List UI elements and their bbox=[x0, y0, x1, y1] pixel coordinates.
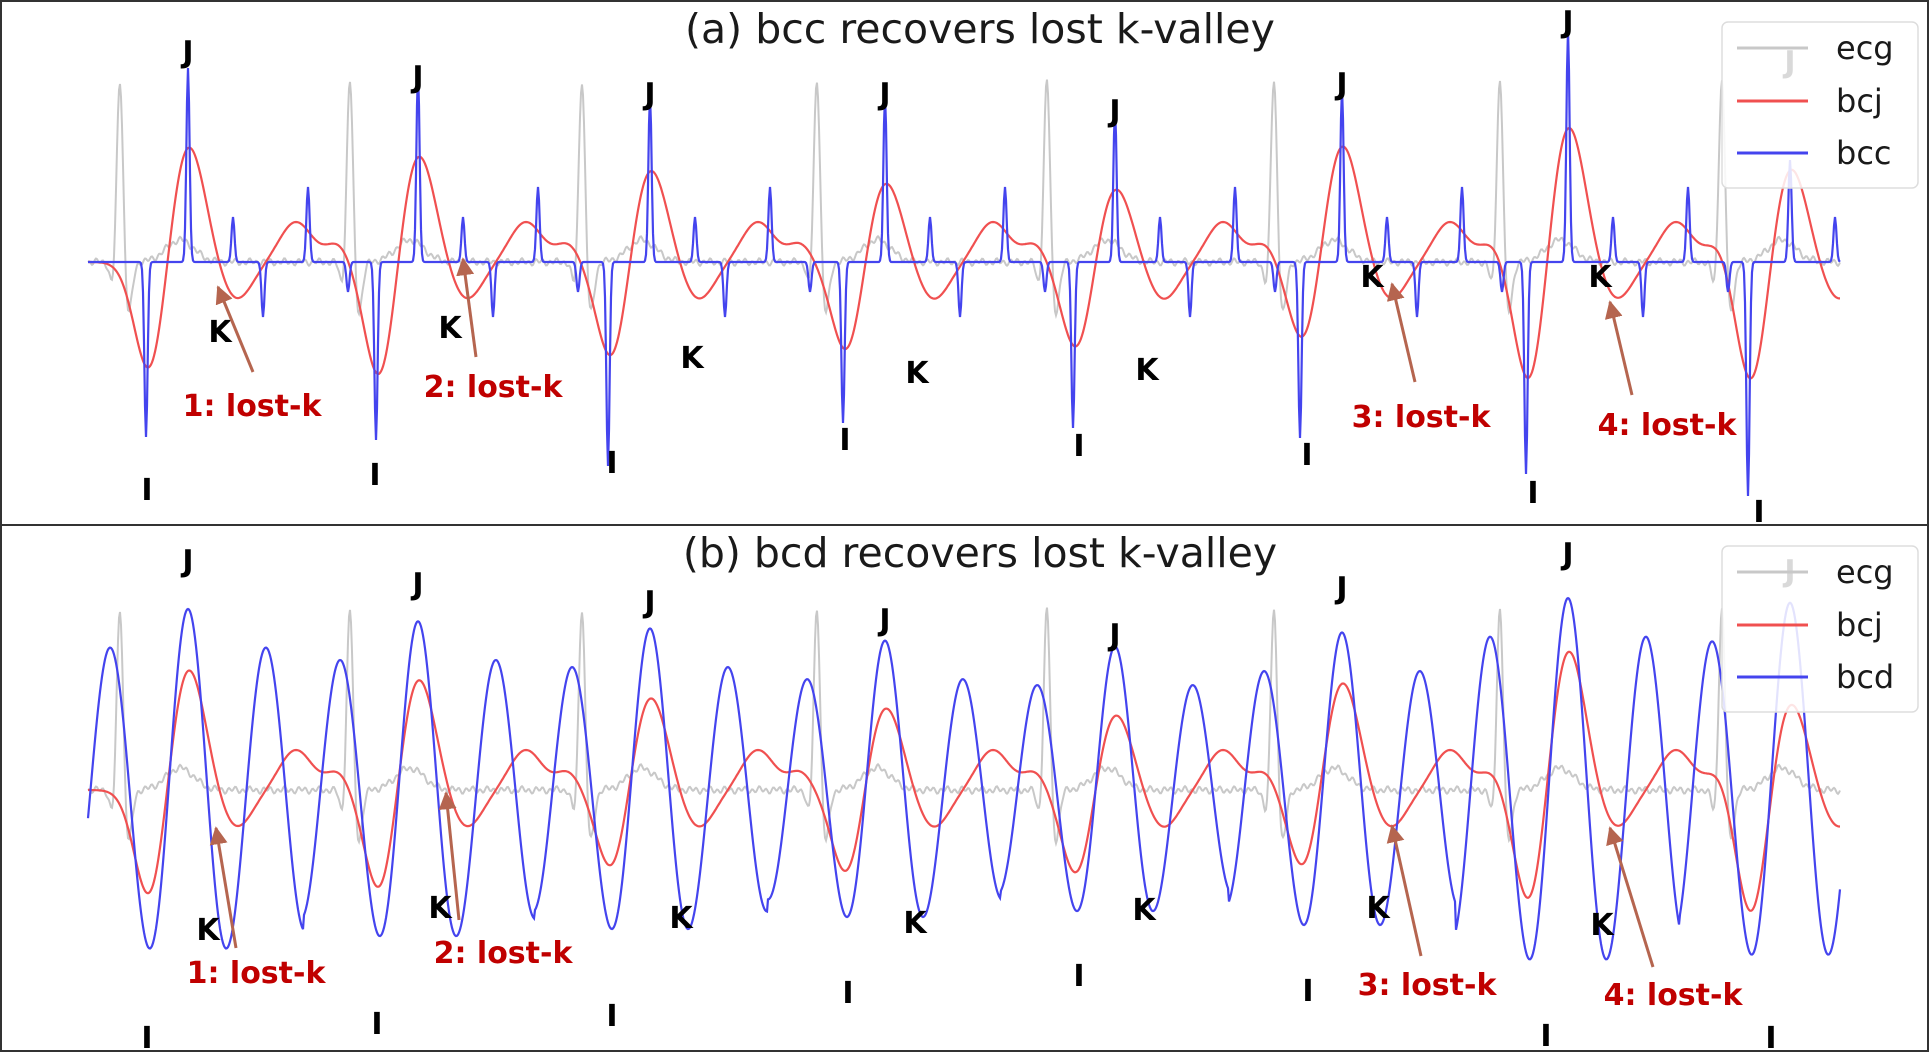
panel-b-k-label-5: K bbox=[1132, 893, 1157, 928]
panel-b-legend: ecg bcj bcd bbox=[1721, 545, 1919, 713]
panel-b-i-label-1: I bbox=[141, 1021, 152, 1052]
panel-a-title: (a) bcc recovers lost k-valley bbox=[685, 5, 1275, 53]
panel-b-k-label-4: K bbox=[903, 906, 928, 941]
panel-b-lost-k-arrow-1 bbox=[209, 826, 238, 949]
panel-a-legend-ecg-label: ecg bbox=[1836, 29, 1894, 67]
panel-b-lost-k-label-2: 2: lost-k bbox=[434, 936, 574, 971]
panel-a-i-label-6: I bbox=[1301, 438, 1312, 473]
panel-b-k-label-3: K bbox=[669, 901, 694, 936]
panel-a-i-label-3: I bbox=[606, 446, 617, 481]
panel-b-lost-k-arrow-2 bbox=[438, 791, 461, 921]
panel-a-legend: ecg bcj bcc bbox=[1721, 21, 1919, 189]
panel-b-k-label-1: K bbox=[196, 913, 221, 948]
panel-a-j-label-7: J bbox=[1560, 5, 1573, 40]
panel-b-i-label-4: I bbox=[842, 976, 853, 1011]
panel-a-i-label-8: I bbox=[1753, 495, 1764, 530]
panel-a-series bbox=[87, 29, 1841, 497]
panel-b-title: (b) bcd recovers lost k-valley bbox=[683, 529, 1277, 577]
panel-a-j-label-1: J bbox=[180, 35, 193, 70]
panel-b-lost-k-label-1: 1: lost-k bbox=[187, 956, 327, 991]
panel-b-i-label-6: I bbox=[1302, 974, 1313, 1009]
panel-a-lost-k-arrow-3 bbox=[1386, 282, 1417, 383]
panel-b-lost-k-arrow-4 bbox=[1606, 826, 1655, 968]
panel-b-i-label-5: I bbox=[1073, 959, 1084, 994]
panel-b-lost-k-arrow-3 bbox=[1386, 824, 1423, 957]
panel-b-k-label-6: K bbox=[1366, 891, 1391, 926]
panel-a-j-label-4: J bbox=[877, 77, 890, 112]
panel-b-j-label-2: J bbox=[410, 567, 423, 602]
panel-a-lost-k-arrow-4 bbox=[1604, 300, 1634, 396]
panel-a-bcj-line bbox=[88, 126, 1840, 380]
panel-a-k-label-2: K bbox=[438, 311, 463, 346]
panel-b-legend-box bbox=[1721, 545, 1919, 713]
panel-b: JKIJKIJKIJKIJKIJKIJKIJI1: lost-k2: lost-… bbox=[0, 524, 1929, 1052]
panel-a-i-label-5: I bbox=[1073, 429, 1084, 464]
panel-a-i-label-2: I bbox=[369, 458, 380, 493]
panel-b-k-label-2: K bbox=[428, 891, 453, 926]
panel-a-lost-k-arrow-1 bbox=[215, 285, 255, 373]
panel-a-k-label-6: K bbox=[1360, 260, 1385, 295]
panel-b-legend-bcd-label: bcd bbox=[1836, 658, 1894, 696]
panel-b-k-label-7: K bbox=[1590, 908, 1615, 943]
panel-b-frame bbox=[0, 524, 1929, 1052]
panel-b-lost-k-label-3: 3: lost-k bbox=[1358, 968, 1498, 1003]
panel-a-i-label-4: I bbox=[839, 423, 850, 458]
panel-b-j-label-4: J bbox=[877, 603, 890, 638]
panel-a-i-label-7: I bbox=[1527, 476, 1538, 511]
panel-b-i-label-7: I bbox=[1540, 1019, 1551, 1052]
panel-a-bcc-line bbox=[88, 29, 1841, 497]
panel-b-i-label-3: I bbox=[606, 999, 617, 1034]
panel-a-k-label-5: K bbox=[1135, 353, 1160, 388]
panel-b-i-label-2: I bbox=[371, 1007, 382, 1042]
panel-b-j-label-5: J bbox=[1107, 618, 1120, 653]
panel-b-series bbox=[86, 596, 1842, 961]
panel-a-k-label-7: K bbox=[1588, 260, 1613, 295]
panel-a-legend-box bbox=[1721, 21, 1919, 189]
panel-a-j-label-5: J bbox=[1107, 94, 1120, 129]
panel-a-j-label-2: J bbox=[410, 60, 423, 95]
panel-b-labels: JKIJKIJKIJKIJKIJKIJKIJI1: lost-k2: lost-… bbox=[141, 537, 1795, 1052]
panel-a-j-label-6: J bbox=[1334, 67, 1347, 102]
panel-b-j-label-3: J bbox=[642, 585, 655, 620]
panel-a-lost-k-label-3: 3: lost-k bbox=[1352, 400, 1492, 435]
panel-b-i-label-8: I bbox=[1765, 1021, 1776, 1052]
panel-b-legend-bcj-label: bcj bbox=[1836, 606, 1883, 644]
panel-b-lost-k-label-4: 4: lost-k bbox=[1604, 978, 1744, 1013]
panel-a-ecg-line bbox=[87, 79, 1841, 320]
panel-a-lost-k-label-1: 1: lost-k bbox=[183, 389, 323, 424]
panel-a-legend-bcj-label: bcj bbox=[1836, 82, 1883, 120]
panel-b-bcj-line bbox=[88, 650, 1840, 912]
panel-a-lost-k-label-4: 4: lost-k bbox=[1598, 408, 1738, 443]
panel-a-j-label-3: J bbox=[642, 77, 655, 112]
panel-a-k-label-1: K bbox=[208, 315, 233, 350]
panel-a-lost-k-label-2: 2: lost-k bbox=[424, 370, 564, 405]
panel-b-legend-ecg-label: ecg bbox=[1836, 553, 1894, 591]
panel-a-i-label-1: I bbox=[141, 473, 152, 508]
panel-a: JKIJKIJKIJKIJKIJKIJKIJI1: lost-k2: lost-… bbox=[0, 0, 1929, 530]
panel-a-k-label-3: K bbox=[680, 341, 705, 376]
panel-b-bcd-line bbox=[86, 596, 1842, 961]
panel-a-k-label-4: K bbox=[905, 356, 930, 391]
panel-a-legend-bcc-label: bcc bbox=[1836, 134, 1892, 172]
panel-b-j-label-6: J bbox=[1334, 571, 1347, 606]
panel-b-j-label-7: J bbox=[1560, 537, 1573, 572]
panel-b-j-label-1: J bbox=[180, 544, 193, 579]
panel-a-lost-k-arrow-2 bbox=[456, 257, 478, 358]
